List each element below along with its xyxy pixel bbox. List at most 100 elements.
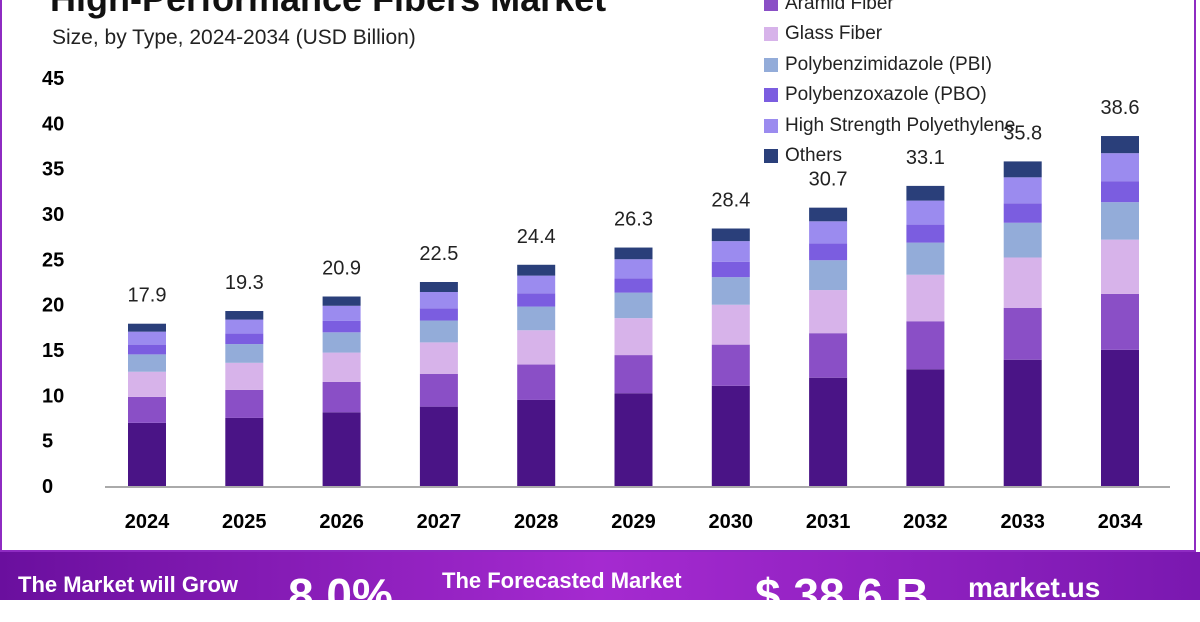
x-tick-label: 2033: [1000, 511, 1045, 533]
bar-segment-polybenzoxazole-pbo-: [1101, 181, 1139, 203]
bar-segment-aramid-fiber: [128, 396, 166, 423]
chart-subtitle: Size, by Type, 2024-2034 (USD Billion): [52, 26, 416, 49]
total-label: 38.6: [1101, 97, 1140, 119]
legend-item: Polybenzoxazole (PBO): [764, 80, 1015, 111]
footer-banner: The Market will Grow 8.0% The Forecasted…: [0, 552, 1200, 621]
bar-segment-glass-fiber: [809, 290, 848, 334]
legend-label: Polybenzoxazole (PBO): [785, 84, 987, 106]
y-tick-label: 40: [42, 113, 64, 135]
bar-segment-others: [225, 311, 264, 320]
forecast-text: The Forecasted Market: [442, 568, 682, 593]
y-tick-label: 20: [42, 295, 64, 317]
bar-segment-high-strength-polyethylene: [1003, 177, 1042, 204]
bar-segment-aramid-fiber: [906, 321, 945, 370]
bar-segment-high-strength-polyethylene: [419, 291, 458, 309]
bar-segment-polybenzimidazole-pbi-: [1101, 202, 1139, 240]
bar-segment-others: [517, 264, 556, 276]
y-tick-label: 45: [42, 68, 64, 90]
total-label: 35.8: [1003, 122, 1042, 144]
bar-segment-carbon-fiber: [517, 399, 556, 486]
bar-segment-polybenzimidazole-pbi-: [906, 242, 945, 275]
bar-segment-polybenzimidazole-pbi-: [614, 292, 653, 319]
bar-segment-polybenzimidazole-pbi-: [128, 354, 166, 372]
bar-segment-carbon-fiber: [809, 377, 848, 486]
chart-frame: [0, 0, 1196, 552]
total-label: 17.9: [128, 285, 167, 307]
bar-segment-carbon-fiber: [614, 393, 653, 486]
bar-segment-high-strength-polyethylene: [128, 331, 166, 345]
chart-title: High-Performance Fibers Market: [50, 0, 606, 20]
bar-segment-polybenzoxazole-pbo-: [906, 224, 945, 243]
legend-swatch: [764, 149, 778, 164]
bar-segment-glass-fiber: [419, 342, 458, 375]
total-label: 33.1: [906, 147, 945, 169]
bar-segment-aramid-fiber: [809, 333, 848, 378]
bar-segment-others: [322, 296, 361, 306]
market-value: $ 38.6 B: [755, 569, 929, 621]
x-tick-label: 2026: [319, 511, 364, 533]
bar-segment-aramid-fiber: [225, 389, 264, 418]
bar-segment-glass-fiber: [322, 352, 361, 382]
bar-segment-carbon-fiber: [225, 417, 264, 486]
bar-segment-glass-fiber: [906, 274, 945, 322]
bar-segment-carbon-fiber: [711, 385, 750, 486]
bar-segment-aramid-fiber: [322, 381, 361, 413]
x-tick-label: 2030: [709, 511, 754, 533]
y-tick-label: 25: [42, 249, 64, 271]
legend-item: Aramid Fiber: [764, 0, 1015, 19]
cagr-value: 8.0%: [288, 569, 393, 621]
bar-segment-polybenzoxazole-pbo-: [517, 293, 556, 307]
bar-segment-aramid-fiber: [517, 364, 556, 400]
legend-swatch: [764, 27, 778, 42]
legend-item: Others: [764, 141, 1015, 172]
bar-segment-aramid-fiber: [1101, 293, 1139, 350]
bar-segment-polybenzoxazole-pbo-: [711, 261, 750, 278]
bar-segment-high-strength-polyethylene: [711, 241, 750, 262]
x-tick-label: 2029: [611, 511, 656, 533]
bar-segment-aramid-fiber: [419, 374, 458, 407]
bar-segment-carbon-fiber: [1101, 349, 1139, 486]
bar-segment-polybenzoxazole-pbo-: [809, 243, 848, 261]
y-tick-label: 0: [42, 476, 53, 498]
bar-segment-polybenzoxazole-pbo-: [614, 278, 653, 293]
legend-label: Polybenzimidazole (PBI): [785, 53, 992, 75]
legend-swatch: [764, 88, 778, 103]
x-tick-label: 2031: [806, 511, 851, 533]
y-tick-label: 30: [42, 204, 64, 226]
x-tick-label: 2025: [222, 511, 267, 533]
total-label: 24.4: [517, 226, 556, 248]
bar-segment-high-strength-polyethylene: [906, 200, 945, 225]
bar-segment-others: [1003, 161, 1042, 178]
bar-segment-others: [419, 282, 458, 292]
bar-segment-others: [128, 323, 166, 332]
bar-segment-polybenzimidazole-pbi-: [419, 320, 458, 343]
bar-segment-carbon-fiber: [419, 406, 458, 486]
total-label: 19.3: [225, 272, 264, 294]
bar-segment-glass-fiber: [1101, 239, 1139, 294]
bar-segment-others: [809, 207, 848, 222]
bar-segment-high-strength-polyethylene: [1101, 153, 1139, 182]
bar-segment-carbon-fiber: [906, 369, 945, 486]
bar-segment-high-strength-polyethylene: [322, 305, 361, 321]
bar-segment-polybenzoxazole-pbo-: [128, 344, 166, 355]
total-label: 30.7: [809, 169, 848, 191]
bar-segment-polybenzoxazole-pbo-: [225, 333, 264, 345]
brand-logo: market.us: [968, 572, 1101, 603]
y-tick-label: 35: [42, 159, 64, 181]
bar-segment-glass-fiber: [711, 304, 750, 345]
bar-segment-aramid-fiber: [1003, 307, 1042, 360]
bar-segment-high-strength-polyethylene: [517, 275, 556, 294]
bar-segment-aramid-fiber: [614, 355, 653, 394]
bar-segment-high-strength-polyethylene: [225, 319, 264, 334]
bar-segment-others: [711, 228, 750, 242]
legend-item: Glass Fiber: [764, 19, 1015, 50]
bar-segment-polybenzimidazole-pbi-: [809, 260, 848, 291]
bar-segment-carbon-fiber: [1003, 359, 1042, 486]
bar-segment-polybenzimidazole-pbi-: [517, 306, 556, 331]
bar-segment-high-strength-polyethylene: [614, 259, 653, 279]
bar-segment-aramid-fiber: [711, 344, 750, 386]
x-tick-label: 2027: [417, 511, 462, 533]
y-tick-label: 10: [42, 385, 64, 407]
bar-segment-polybenzoxazole-pbo-: [322, 320, 361, 333]
bar-segment-carbon-fiber: [128, 422, 166, 486]
